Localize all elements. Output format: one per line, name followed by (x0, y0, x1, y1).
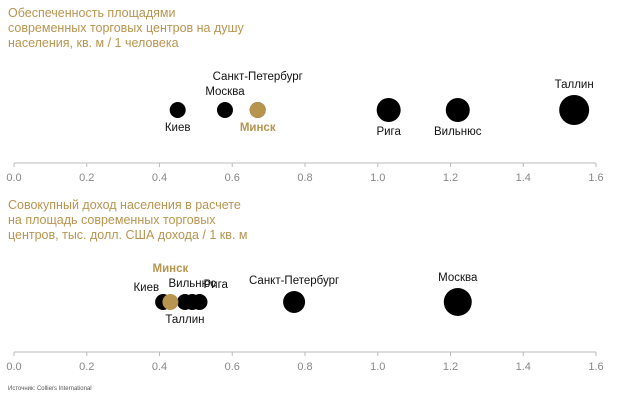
x-tick-label: 1.0 (370, 361, 385, 373)
x-tick-label: 1.4 (516, 361, 531, 373)
data-label: Вильнюс (434, 126, 482, 138)
data-label: Киев (165, 122, 191, 134)
data-label: Вильнюс (168, 278, 216, 290)
x-tick-label: 0.6 (225, 361, 240, 373)
x-tick-label: 1.0 (370, 172, 385, 184)
x-tick-label: 0.8 (297, 172, 312, 184)
data-label: Санкт-Петербург (249, 275, 339, 287)
chart-2-title: Совокупный доход населения в расчете на … (8, 198, 248, 242)
data-label: Киев (133, 282, 159, 294)
data-label: Санкт-Петербург (213, 71, 303, 83)
data-point (191, 294, 208, 310)
x-tick-label: 0.2 (79, 361, 94, 373)
data-point (559, 95, 590, 125)
x-tick-label: 1.6 (588, 172, 603, 184)
data-label: Таллин (555, 79, 594, 91)
x-tick-label: 1.2 (443, 361, 458, 373)
data-label: Минск (240, 122, 276, 134)
data-point (216, 102, 233, 118)
x-tick-label: 0.8 (297, 361, 312, 373)
data-point (376, 98, 401, 122)
x-tick-label: 1.6 (588, 361, 603, 373)
x-tick-label: 0.6 (225, 172, 240, 184)
data-point (169, 102, 186, 118)
data-point (443, 288, 472, 316)
data-label: Рига (204, 279, 229, 291)
x-tick-label: 0.0 (6, 172, 21, 184)
data-label: Таллин (165, 314, 204, 326)
source-note: Источник: Colliers International (8, 386, 92, 392)
data-label: Рига (376, 126, 401, 138)
x-tick-label: 0.4 (152, 361, 167, 373)
x-tick-label: 0.2 (79, 172, 94, 184)
data-point (249, 102, 266, 118)
data-label: Москва (205, 86, 245, 98)
chart-1-title: Обеспеченность площадями современных тор… (8, 6, 244, 50)
data-point (162, 294, 179, 310)
x-tick-label: 1.2 (443, 172, 458, 184)
data-point (445, 98, 470, 122)
data-label: Москва (438, 272, 478, 284)
data-point (283, 291, 306, 313)
x-tick-label: 0.4 (152, 172, 167, 184)
x-tick-label: 1.4 (516, 172, 531, 184)
x-tick-label: 0.0 (6, 361, 21, 373)
data-label: Минск (153, 263, 189, 275)
